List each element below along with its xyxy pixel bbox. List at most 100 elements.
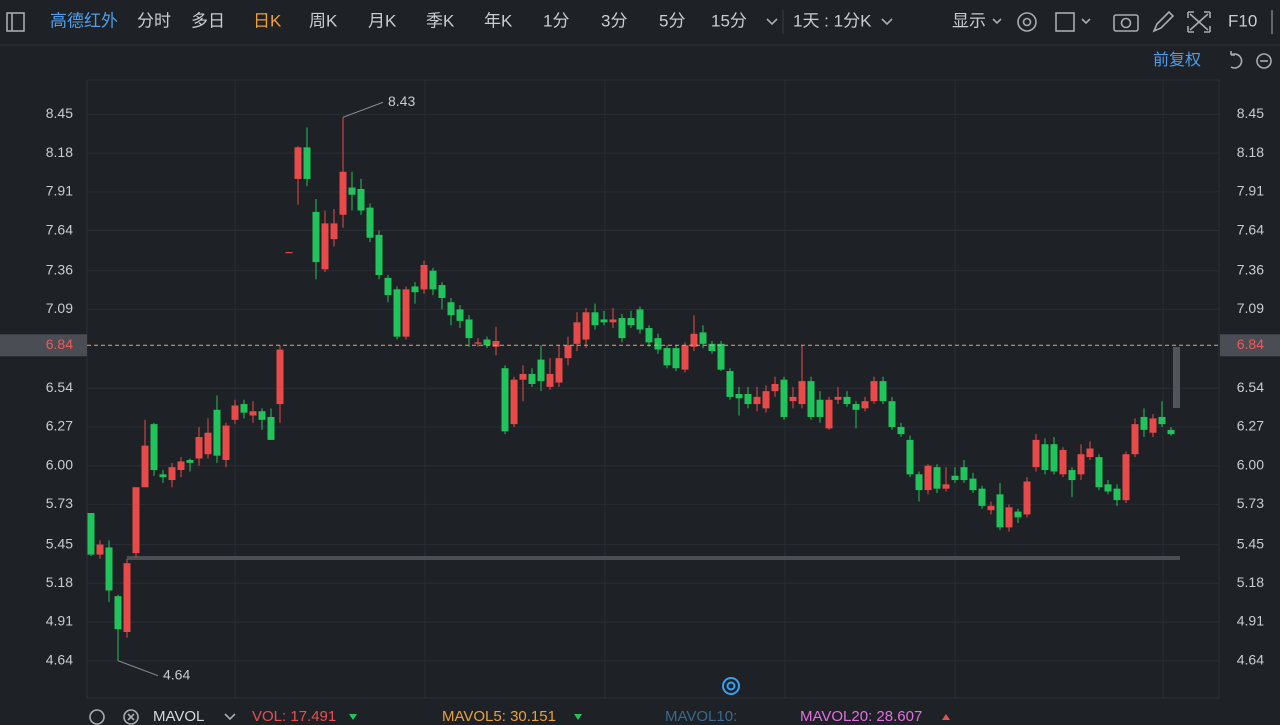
candle-body bbox=[852, 404, 860, 410]
chevron[interactable] bbox=[766, 18, 778, 26]
period-tab[interactable]: 15分 bbox=[711, 11, 747, 30]
y-tick-label-right: 5.18 bbox=[1237, 574, 1264, 590]
candle-body bbox=[582, 312, 590, 340]
candle-body bbox=[960, 467, 968, 481]
candle-body bbox=[258, 411, 266, 420]
min-label: 4.64 bbox=[163, 666, 190, 682]
candle-body bbox=[1005, 507, 1013, 528]
period-tab[interactable]: 1分 bbox=[543, 11, 569, 30]
undo-icon[interactable] bbox=[1230, 51, 1243, 69]
candle-body bbox=[546, 373, 554, 387]
locate-icon-core bbox=[726, 681, 736, 691]
y-tick-label: 4.64 bbox=[46, 651, 73, 667]
period-tab[interactable]: 季K bbox=[426, 11, 455, 30]
period-tab[interactable]: 5分 bbox=[659, 11, 685, 30]
candle-body bbox=[915, 474, 923, 491]
candle-body bbox=[87, 513, 95, 555]
candle-body bbox=[159, 474, 167, 478]
locate-icon[interactable] bbox=[722, 677, 740, 695]
adjust-mode[interactable]: 前复权 bbox=[1153, 51, 1201, 69]
period-tab[interactable]: 日K bbox=[253, 11, 282, 30]
y-tick-label-right: 7.91 bbox=[1237, 183, 1264, 199]
candle-body bbox=[1158, 416, 1166, 425]
y-tick-label-right: 5.45 bbox=[1237, 535, 1264, 551]
candle-body bbox=[96, 544, 104, 555]
f10-button[interactable]: F10 bbox=[1228, 11, 1257, 30]
y-tick-label: 8.45 bbox=[46, 105, 73, 121]
candles bbox=[87, 117, 1175, 661]
candle-body bbox=[1041, 444, 1049, 471]
candle-body bbox=[429, 270, 437, 290]
candle-body bbox=[645, 328, 653, 343]
candle-body bbox=[609, 319, 617, 323]
up-arrow bbox=[942, 714, 950, 720]
candle-body bbox=[375, 234, 383, 276]
fullscreen-icon[interactable] bbox=[1187, 11, 1211, 33]
indicator-settings[interactable] bbox=[89, 709, 105, 725]
period-tab[interactable]: 年K bbox=[484, 11, 513, 30]
candle-body bbox=[438, 285, 446, 298]
candle-body bbox=[870, 381, 878, 402]
stock-name[interactable]: 高德红外 bbox=[50, 11, 118, 30]
zoom-out-icon[interactable] bbox=[1256, 53, 1272, 69]
candle-body bbox=[573, 322, 581, 344]
mavol20-value: MAVOL20: 28.607 bbox=[800, 708, 922, 725]
candle-body bbox=[1077, 454, 1085, 475]
candle-body bbox=[1149, 418, 1157, 433]
candle-body bbox=[591, 312, 599, 326]
max-pointer bbox=[342, 101, 384, 118]
candle-body bbox=[663, 348, 671, 366]
y-tick-label-right: 6.27 bbox=[1237, 418, 1264, 434]
last-price-box-right bbox=[1220, 334, 1280, 357]
candle-body bbox=[699, 332, 707, 344]
candle-body bbox=[357, 188, 365, 211]
indicator-close[interactable] bbox=[123, 709, 139, 725]
period-tab[interactable]: 多日 bbox=[191, 11, 225, 30]
candle-body bbox=[834, 396, 842, 400]
chevron[interactable] bbox=[224, 713, 236, 721]
candle-body bbox=[789, 396, 797, 402]
period-tab[interactable]: 3分 bbox=[601, 11, 627, 30]
candle-body bbox=[735, 394, 743, 399]
candle-body bbox=[708, 343, 716, 352]
display-menu[interactable]: 显示 bbox=[952, 11, 986, 30]
chevron[interactable] bbox=[992, 18, 1002, 25]
period-select[interactable]: 1天 : 1分K bbox=[793, 11, 872, 30]
candle-body bbox=[681, 345, 689, 370]
indicator-name[interactable]: MAVOL bbox=[153, 708, 204, 725]
y-tick-label-right: 8.45 bbox=[1237, 105, 1264, 121]
y-tick-label: 4.91 bbox=[46, 613, 73, 629]
y-tick-label: 5.73 bbox=[46, 495, 73, 511]
checkbox[interactable] bbox=[1055, 12, 1075, 32]
chevron[interactable] bbox=[881, 18, 893, 26]
draw-icon[interactable] bbox=[1152, 10, 1175, 33]
camera-icon[interactable] bbox=[1113, 14, 1139, 32]
candle-body bbox=[1140, 416, 1148, 430]
sidebar-toggle[interactable] bbox=[6, 12, 25, 32]
candle-body bbox=[249, 411, 257, 416]
period-tab[interactable]: 月K bbox=[368, 11, 397, 30]
chevron[interactable] bbox=[1081, 18, 1091, 25]
candle-body bbox=[366, 207, 374, 238]
candle-body bbox=[897, 426, 905, 435]
candle-body bbox=[213, 409, 221, 456]
y-tick-label-right: 4.91 bbox=[1237, 613, 1264, 629]
candle-body bbox=[636, 309, 644, 330]
candle-body bbox=[240, 404, 248, 413]
period-tab[interactable]: 周K bbox=[309, 11, 338, 30]
y-tick-label-right: 7.09 bbox=[1237, 300, 1264, 316]
candle-body bbox=[672, 348, 680, 369]
candle-body bbox=[933, 467, 941, 489]
candle-body bbox=[762, 391, 770, 409]
candle-body bbox=[168, 467, 176, 481]
y-tick-label-right: 7.64 bbox=[1237, 221, 1264, 237]
settings-icon[interactable] bbox=[1017, 12, 1037, 32]
period-tab[interactable]: 分时 bbox=[137, 11, 171, 30]
candle-body bbox=[1122, 454, 1130, 501]
y-tick-label-right: 6.00 bbox=[1237, 456, 1264, 472]
candle-body bbox=[1104, 484, 1112, 492]
settings-icon-core bbox=[1022, 17, 1032, 27]
candle-body bbox=[267, 416, 275, 440]
candle-body bbox=[492, 340, 500, 347]
